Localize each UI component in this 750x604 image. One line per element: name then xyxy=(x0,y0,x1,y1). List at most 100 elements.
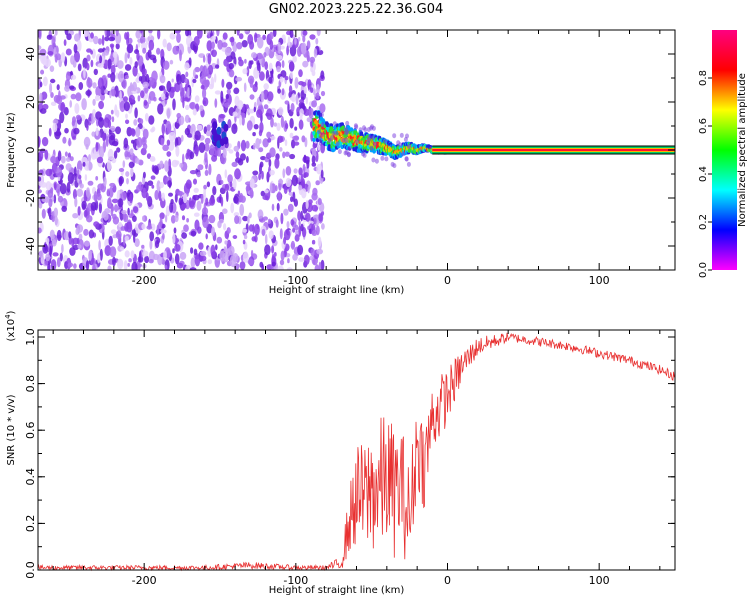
noise-cell xyxy=(149,239,153,250)
noise-cell xyxy=(184,77,188,84)
noise-cell xyxy=(235,151,240,159)
noise-cell xyxy=(269,182,273,194)
noise-cell xyxy=(142,128,149,140)
noise-cell xyxy=(320,259,325,270)
noise-cell xyxy=(251,52,257,59)
noise-cell xyxy=(159,85,164,91)
noise-cell xyxy=(131,139,135,144)
noise-cell xyxy=(242,251,249,263)
noise-cell xyxy=(68,137,71,147)
noise-cell xyxy=(126,35,130,46)
noise-cell xyxy=(198,242,204,250)
noise-cell xyxy=(108,186,114,198)
noise-cell xyxy=(174,122,180,129)
noise-cell xyxy=(312,142,317,149)
noise-cell xyxy=(244,58,247,64)
noise-cell xyxy=(98,117,105,128)
noise-cell xyxy=(307,79,312,90)
noise-cell xyxy=(209,144,215,156)
noise-cell xyxy=(101,34,105,46)
noise-cell xyxy=(290,240,295,250)
noise-cell xyxy=(91,131,96,137)
signal-cell xyxy=(312,137,316,142)
noise-cell xyxy=(48,198,53,208)
noise-cell xyxy=(205,79,210,88)
noise-cell xyxy=(141,244,145,249)
noise-cell xyxy=(157,103,164,115)
noise-cell xyxy=(193,36,200,47)
signal-halo-cell xyxy=(335,141,340,147)
noise-cell xyxy=(305,199,309,210)
noise-cell xyxy=(129,84,135,92)
noise-cell xyxy=(248,108,255,114)
noise-cell xyxy=(181,232,188,239)
signal-halo-cell xyxy=(317,129,322,135)
x-tick-label: 100 xyxy=(589,574,610,587)
noise-cell xyxy=(194,254,201,267)
signal-halo-cell xyxy=(407,143,411,149)
noise-cell xyxy=(99,55,103,64)
noise-cell xyxy=(143,99,148,106)
noise-cell xyxy=(146,153,152,160)
noise-cell xyxy=(211,41,216,50)
noise-cell xyxy=(305,96,308,105)
noise-cell xyxy=(233,196,239,204)
colorbar-tick-label: 0.4 xyxy=(698,166,709,182)
signal-halo-cell xyxy=(361,151,366,157)
noise-cell xyxy=(193,212,200,217)
noise-cell xyxy=(233,87,240,95)
signal-halo-cell xyxy=(355,139,360,145)
noise-cell xyxy=(190,127,194,135)
noise-cell xyxy=(212,185,217,196)
noise-cell xyxy=(258,129,263,137)
noise-cell xyxy=(56,257,61,268)
noise-cell xyxy=(274,157,280,169)
y-tick-label: 0.0 xyxy=(24,561,37,579)
signal-halo-cell xyxy=(374,158,379,164)
noise-cell xyxy=(123,260,128,270)
noise-cell xyxy=(289,132,294,139)
noise-cell xyxy=(152,165,159,174)
noise-cell xyxy=(193,178,197,185)
noise-cell xyxy=(216,236,223,244)
noise-cell xyxy=(208,163,212,176)
noise-cell xyxy=(112,256,116,267)
noise-cell xyxy=(280,250,285,261)
noise-cell xyxy=(85,260,90,270)
noise-cell xyxy=(233,212,240,217)
noise-cell xyxy=(253,124,259,130)
noise-cell xyxy=(313,48,318,58)
signal-halo-cell xyxy=(401,151,406,157)
noise-cell xyxy=(292,253,298,261)
noise-cell xyxy=(279,259,285,266)
noise-cell xyxy=(294,234,300,242)
noise-cell xyxy=(311,100,317,108)
noise-cell xyxy=(268,62,273,72)
noise-cell xyxy=(289,118,294,129)
noise-cell xyxy=(217,39,223,50)
noise-cell xyxy=(289,71,294,79)
noise-cell xyxy=(52,122,58,133)
noise-cell xyxy=(194,66,201,73)
noise-cell xyxy=(264,234,268,245)
noise-cell xyxy=(159,74,166,84)
noise-cell xyxy=(302,35,306,43)
noise-cell xyxy=(279,76,284,83)
noise-cell xyxy=(65,71,71,82)
noise-cell xyxy=(210,35,216,41)
noise-cell xyxy=(224,240,228,245)
noise-cell xyxy=(249,178,255,189)
noise-cell xyxy=(141,223,146,230)
noise-cell xyxy=(311,70,316,77)
noise-cell xyxy=(60,101,66,114)
noise-cell xyxy=(259,161,264,168)
noise-cell xyxy=(174,214,179,223)
noise-cell xyxy=(154,189,159,201)
noise-cell xyxy=(174,244,181,252)
noise-cell xyxy=(226,88,231,95)
signal-halo-cell xyxy=(320,122,325,128)
y-multiplier-label: (x104) xyxy=(4,310,17,341)
noise-cell xyxy=(135,30,141,39)
noise-cell xyxy=(288,85,293,94)
noise-cell xyxy=(90,32,94,39)
